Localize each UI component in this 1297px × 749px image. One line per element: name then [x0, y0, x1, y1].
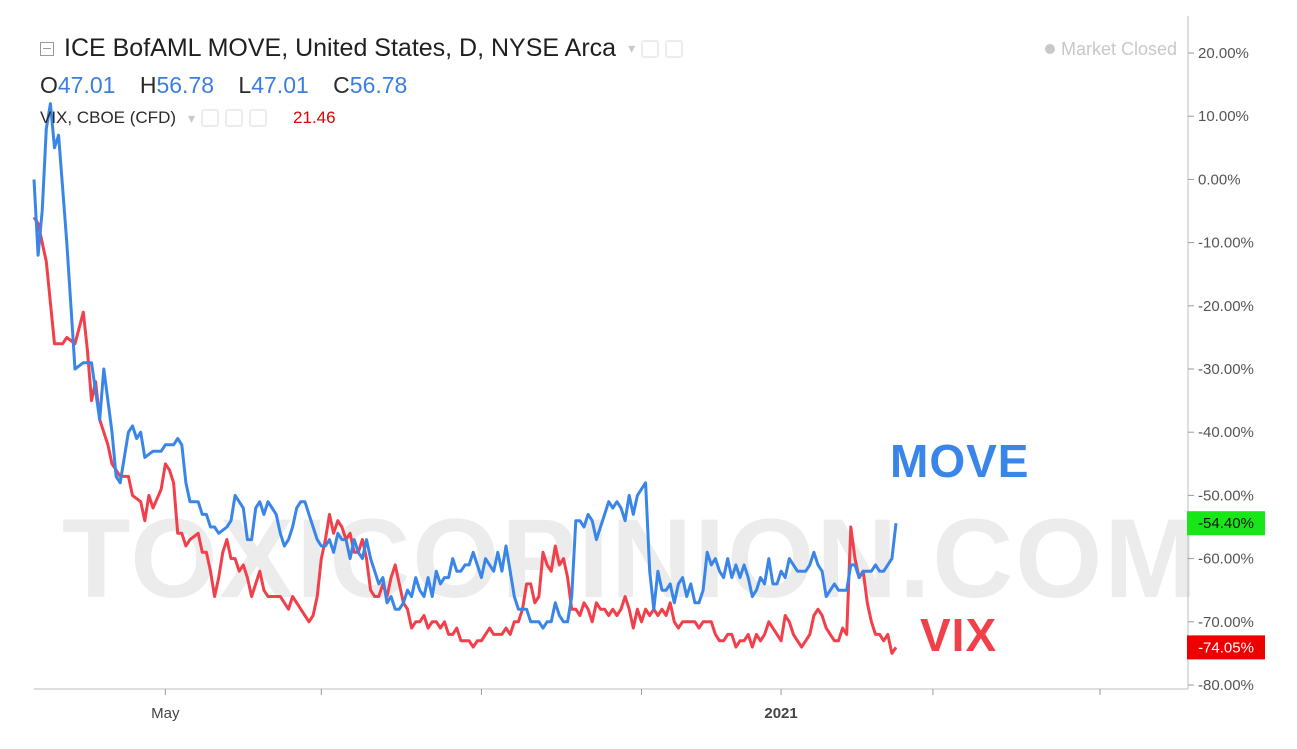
y-tick-label: -20.00%: [1198, 298, 1254, 315]
last-value-badge-move: [1187, 511, 1265, 536]
last-value-badge-vix: [1187, 635, 1265, 660]
y-tick-label: 20.00%: [1198, 45, 1249, 62]
market-status-text: Market Closed: [1060, 39, 1177, 59]
chevron-down-icon[interactable]: ▾: [628, 40, 636, 56]
last-value-text-vix: -74.05%: [1198, 639, 1254, 656]
ohlc-value-high: 56.78: [156, 72, 215, 98]
x-tick-label: May: [151, 705, 180, 722]
compare-value: 21.46: [293, 108, 336, 127]
chart-axes: [34, 16, 1189, 690]
y-tick-label: -40.00%: [1198, 424, 1254, 441]
y-tick-label: -70.00%: [1198, 614, 1254, 631]
ohlc-value-close: 56.78: [349, 72, 408, 98]
watermark-text: TOXICOPINION.COM: [62, 496, 1200, 621]
x-axis: May 2021: [151, 689, 1101, 722]
y-tick-label: 10.00%: [1198, 108, 1249, 125]
move-annotation: MOVE: [890, 435, 1030, 487]
collapse-legend-icon[interactable]: [40, 41, 54, 56]
compare-settings-ghost-icon[interactable]: [201, 109, 220, 127]
legend-title-row: ICE BofAML MOVE, United States, D, NYSE …: [40, 34, 684, 63]
series-line-vix: [32, 216, 898, 655]
ohlc-label-close: C: [333, 72, 350, 98]
series-line-move: [32, 102, 898, 630]
ohlc-value-open: 47.01: [57, 72, 116, 98]
hide-ghost-icon[interactable]: [665, 39, 684, 58]
ohlc-label-low: L: [238, 72, 252, 98]
ohlc-row: O47.01 H56.78 L47.01 C56.78: [40, 72, 407, 99]
market-status: Market Closed: [1044, 39, 1177, 60]
x-tick-label: 2021: [764, 705, 797, 722]
compare-chevron-icon[interactable]: ▾: [188, 109, 196, 126]
compare-eye-ghost-icon[interactable]: [225, 109, 244, 127]
compare-series-row[interactable]: VIX, CBOE (CFD) ▾ 21.46: [40, 108, 336, 128]
last-value-text-move: -54.40%: [1198, 515, 1254, 532]
y-tick-label: -50.00%: [1198, 487, 1254, 504]
ohlc-value-low: 47.01: [251, 72, 309, 98]
legend-title: ICE BofAML MOVE, United States, D, NYSE …: [64, 34, 617, 62]
compare-symbol-label: VIX, CBOE (CFD): [40, 108, 177, 127]
vix-annotation: VIX: [920, 609, 998, 661]
ohlc-label-open: O: [40, 72, 58, 98]
y-tick-label: -60.00%: [1198, 551, 1254, 568]
status-dot-icon: [1044, 44, 1055, 54]
y-tick-label: -80.00%: [1198, 677, 1254, 694]
last-value-badges: -54.40% -74.05%: [1187, 511, 1265, 660]
compare-close-ghost-icon[interactable]: [249, 109, 268, 127]
settings-ghost-icon[interactable]: [641, 39, 660, 58]
y-tick-label: 0.00%: [1198, 171, 1241, 188]
chart-series: [32, 102, 898, 655]
ohlc-label-high: H: [139, 72, 157, 98]
y-axis: 20.00% 10.00% 0.00% -10.00% -20.00% -30.00% -4…: [1188, 45, 1254, 694]
y-tick-label: -30.00%: [1198, 361, 1254, 378]
y-tick-label: -10.00%: [1198, 235, 1254, 252]
